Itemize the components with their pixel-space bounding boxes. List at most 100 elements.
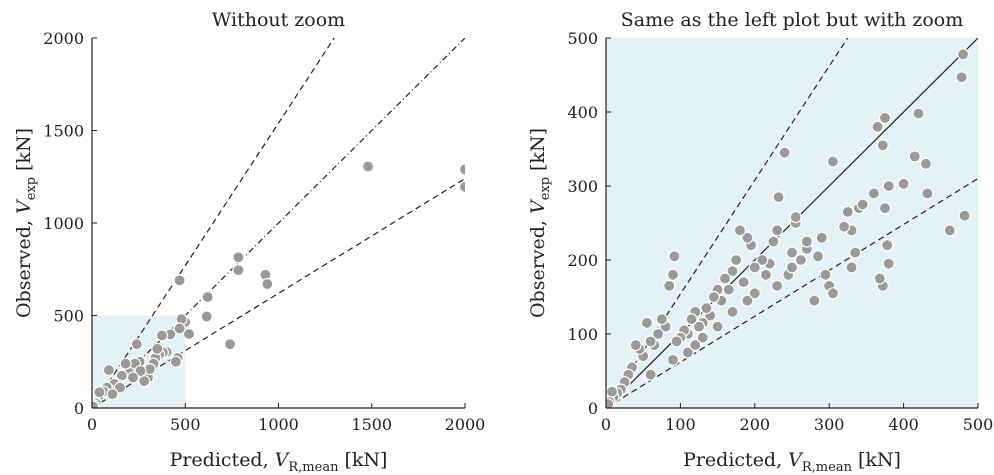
data-point [897,177,910,190]
reference-line [92,38,465,408]
data-point [756,253,769,267]
axis-label: Observed, Vexp [kN] [13,128,39,318]
label-unit: [kN] [344,449,387,471]
data-point [778,146,791,159]
data-point [726,305,739,318]
data-point [151,342,164,355]
label-prefix: Observed, [527,220,549,318]
data-point [640,316,654,329]
data-point [730,253,743,267]
data-point [685,313,698,326]
data-point [201,290,214,304]
y-tick-label: 200 [567,251,598,270]
data-point [119,357,132,370]
data-point [651,327,665,341]
data-point [767,235,780,248]
data-point [811,250,825,263]
x-tick-label: 2000 [445,415,486,434]
data-point [681,346,694,359]
data-point [845,261,858,274]
data-point [943,224,956,237]
data-point [223,338,237,351]
data-point [644,335,657,348]
data-point [692,320,706,333]
data-point [722,283,735,296]
data-point [670,335,683,348]
x-tick-label: 500 [963,415,994,434]
data-point [261,277,274,291]
data-point [126,371,140,384]
data-point [771,279,784,292]
data-point [958,209,971,222]
data-point [837,220,851,233]
data-point [700,302,713,315]
y-tick-label: 300 [567,177,598,196]
data-point [232,251,245,264]
chart-title: Without zoom [212,9,345,31]
data-point [644,368,657,381]
data-point [759,268,773,281]
data-point [668,250,681,263]
data-point [155,329,169,342]
y-tick-label: 1500 [43,122,84,141]
data-point [785,246,799,259]
data-point [733,224,747,237]
data-point [629,339,642,352]
data-point [718,272,732,285]
data-point [808,294,821,307]
data-point [106,388,119,401]
data-point [878,202,892,215]
data-point [867,187,880,200]
y-tick-label: 500 [567,29,598,48]
data-point [666,353,680,366]
data-point [458,163,465,176]
data-point [102,363,115,377]
axis-label: Predicted, VR,mean [kN] [683,449,901,475]
reference-line [92,38,335,408]
data-point [957,48,970,61]
data-point [748,261,761,274]
label-prefix: Predicted, [170,449,269,471]
x-tick-label: 1000 [258,415,299,434]
x-tick-label: 1500 [351,415,392,434]
data-point [93,386,106,399]
y-tick-label: 500 [53,307,84,326]
data-point [819,268,832,281]
label-subscript: exp [24,177,39,200]
label-symbol: V [275,449,291,471]
axis-label: Observed, Vexp [kN] [527,128,553,318]
plot: 0 500 1000 1500 2000 0 500 1000 1500 2000 Without … [13,9,486,475]
data-point [173,274,186,287]
data-point [696,331,709,344]
data-point [232,264,245,277]
data-point [655,313,668,326]
data-point [169,355,183,368]
x-tick-label: 0 [601,415,611,434]
axis-label: Predicted, VR,mean [kN] [170,449,388,475]
data-point [689,339,702,352]
data-point [800,235,813,248]
label-symbol: V [788,449,804,471]
data-point [815,231,828,244]
data-point [882,179,895,193]
data-point [912,107,925,120]
label-prefix: Observed, [13,220,35,318]
y-tick-label: 100 [567,325,598,344]
data-point [871,120,884,133]
data-point [666,268,680,281]
data-point [921,187,934,200]
data-point [606,385,619,398]
x-tick-label: 500 [170,415,201,434]
data-point [841,205,854,218]
data-point [908,150,921,163]
data-point [606,398,615,408]
data-point [361,160,375,173]
data-point [794,253,808,267]
data-point [748,287,761,300]
data-point [789,210,802,224]
data-point [771,224,784,237]
label-prefix: Predicted, [683,449,782,471]
data-point [663,279,676,292]
data-point [458,180,465,194]
